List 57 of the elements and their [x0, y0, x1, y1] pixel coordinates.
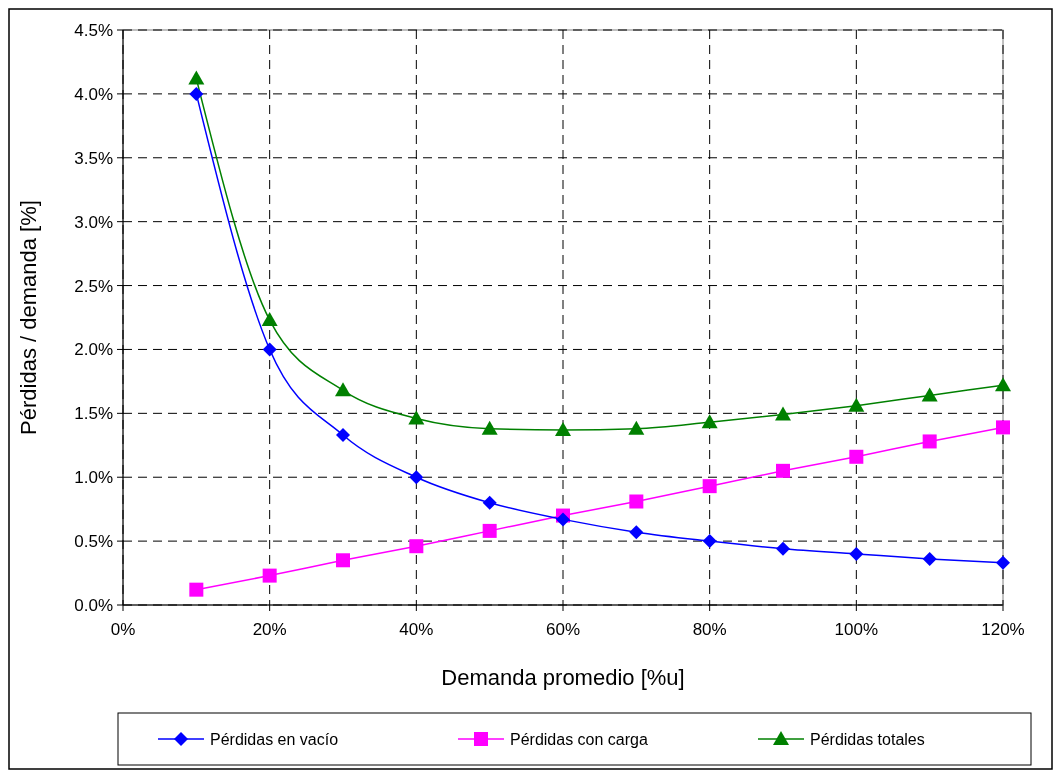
point [336, 553, 350, 568]
point [776, 463, 790, 478]
point [996, 555, 1010, 570]
x-tick-label: 80% [692, 620, 727, 639]
point [629, 525, 644, 540]
y-tick-label: 1.5% [74, 404, 113, 424]
point [262, 568, 277, 583]
point [408, 410, 425, 425]
point [849, 546, 864, 561]
legend-label: Pérdidas totales [810, 731, 925, 748]
y-tick-label: 3.0% [74, 212, 113, 232]
point [776, 541, 790, 556]
y-tick-label: 0.5% [74, 532, 113, 552]
legend-label: Pérdidas con carga [510, 731, 648, 748]
point [262, 342, 277, 357]
y-axis-title: Pérdidas / demanda [%] [16, 200, 41, 435]
point [702, 534, 717, 549]
point [701, 414, 718, 429]
y-tick-label: 2.0% [74, 340, 113, 360]
point [629, 494, 644, 509]
y-tick-label: 3.5% [74, 148, 113, 168]
point [336, 428, 350, 443]
point [775, 406, 791, 421]
point [995, 377, 1011, 392]
point [482, 495, 497, 510]
point [481, 420, 498, 435]
y-tick-label: 4.0% [74, 84, 113, 104]
point [189, 86, 204, 101]
point [335, 382, 351, 397]
x-tick-label: 0% [110, 620, 136, 639]
point [189, 582, 204, 597]
x-tick-label: 120% [981, 620, 1025, 639]
point [188, 70, 205, 85]
point [702, 479, 717, 494]
point [409, 470, 424, 485]
point [409, 539, 424, 554]
point [482, 523, 497, 538]
x-tick-label: 60% [545, 620, 581, 639]
point [556, 512, 570, 527]
y-tick-label: 2.5% [74, 276, 113, 296]
point [922, 434, 937, 449]
point [922, 552, 937, 566]
x-tick-label: 20% [252, 620, 287, 639]
x-axis-title: Demanda promedio [%u] [441, 665, 685, 690]
x-tick-label: 100% [834, 620, 879, 639]
point [628, 420, 645, 435]
point [555, 421, 571, 436]
point [261, 312, 278, 327]
legend-label: Pérdidas en vacío [210, 731, 339, 748]
point [848, 397, 865, 412]
y-tick-label: 1.0% [74, 468, 113, 488]
y-tick-label: 4.5% [74, 21, 113, 40]
point [849, 449, 864, 464]
point [996, 420, 1010, 435]
point [921, 387, 938, 402]
y-tick-label: 0.0% [74, 596, 113, 615]
x-tick-label: 40% [399, 620, 434, 639]
